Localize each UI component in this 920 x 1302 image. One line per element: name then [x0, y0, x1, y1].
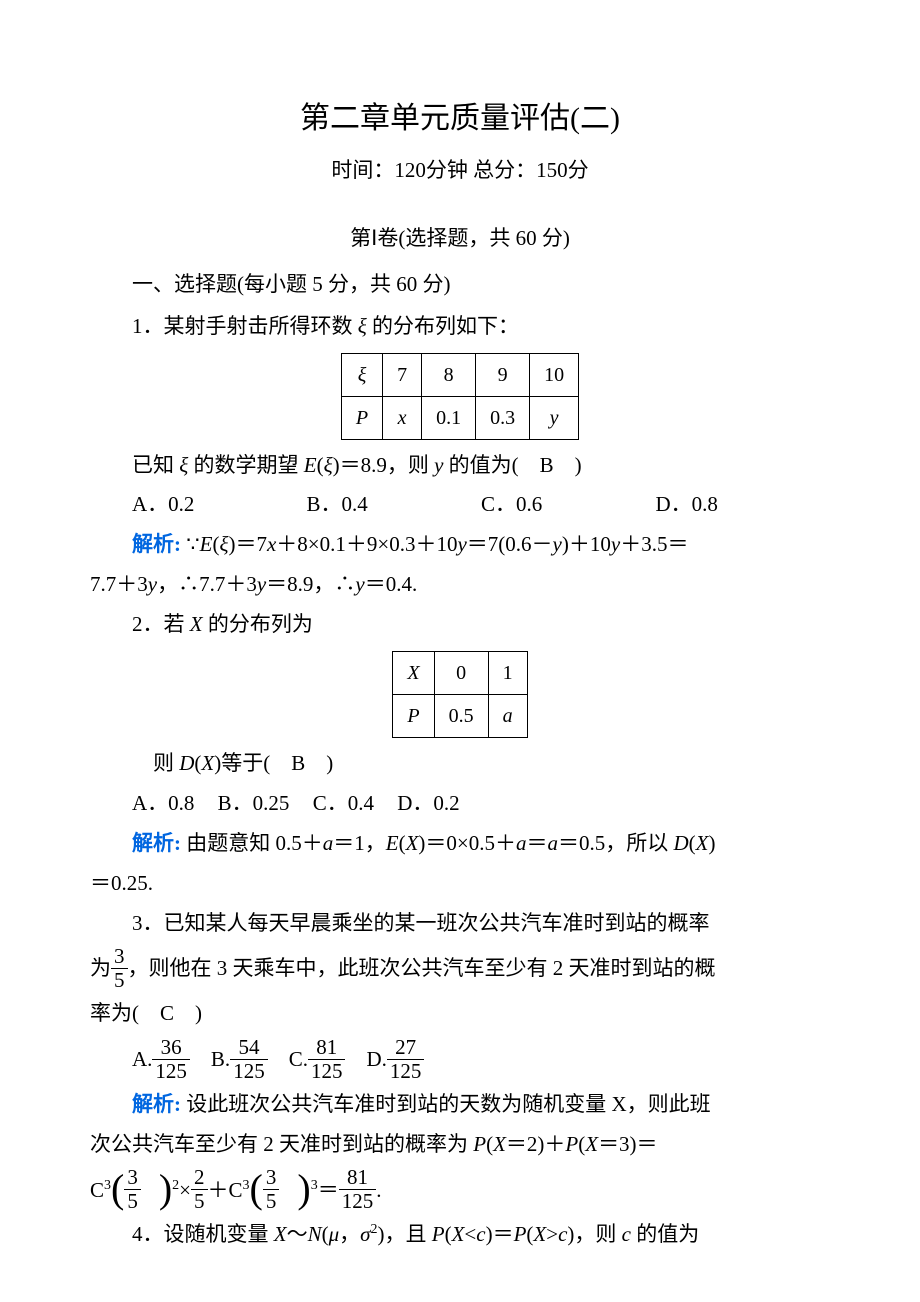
table-row: P 0.5 a — [393, 695, 527, 738]
q2-opt-c: C．0.4 — [313, 784, 374, 824]
q1-opt-c: C．0.6 — [481, 485, 656, 525]
cell: 1 — [488, 652, 527, 695]
cell: 7 — [383, 353, 422, 396]
cell: a — [488, 695, 527, 738]
analysis-label: 解析: — [132, 831, 181, 855]
cell: P — [341, 396, 382, 439]
q1-choices: A．0.2 B．0.4 C．0.6 D．0.8 — [132, 485, 830, 525]
q3-opt-b: B.54125 — [211, 1047, 268, 1071]
q2-choices: A．0.8 B．0.25 C．0.4 D．0.2 — [132, 784, 830, 824]
q2-opt-d: D．0.2 — [397, 784, 459, 824]
q1-stem-text: 1．某射手射击所得环数 ξ 的分布列如下： — [132, 314, 519, 338]
q1-given: 已知 ξ 的数学期望 E(ξ)＝8.9，则 y 的值为( B ) — [90, 446, 830, 486]
cell: P — [393, 695, 434, 738]
q3-analysis-line2: 次公共汽车至少有 2 天准时到站的概率为 P(X＝2)＋P(X＝3)＝ — [90, 1125, 830, 1165]
q4-stem: 4．设随机变量 X～N(μ，σ2)，且 P(X<c)＝P(X>c)，则 c 的值… — [90, 1215, 830, 1255]
q1-opt-d: D．0.8 — [656, 485, 831, 525]
q3-stem-line1: 3．已知某人每天早晨乘坐的某一班次公共汽车准时到站的概率 — [90, 904, 830, 944]
cell: 10 — [530, 353, 579, 396]
page: 第二章单元质量评估(二) 时间：120分钟 总分：150分 第Ⅰ卷(选择题，共 … — [0, 0, 920, 1302]
cell: ξ — [341, 353, 382, 396]
q1-analysis-line2: 7.7＋3y，∴7.7＋3y＝8.9，∴y＝0.4. — [90, 565, 830, 605]
q1-analysis-line1: 解析: ∵E(ξ)＝7x＋8×0.1＋9×0.3＋10y＝7(0.6－y)＋10… — [90, 525, 830, 565]
table-row: P x 0.1 0.3 y — [341, 396, 578, 439]
q2-ask: 则 D(X)等于( B ) — [90, 744, 830, 784]
q3-analysis-line1: 解析: 设此班次公共汽车准时到站的天数为随机变量 X，则此班 — [90, 1085, 830, 1125]
chapter-title: 第二章单元质量评估(二) — [90, 90, 830, 147]
q3-opt-a: A.36125 — [132, 1047, 190, 1071]
cell: 0.3 — [476, 396, 530, 439]
table-row: X 0 1 — [393, 652, 527, 695]
cell: 0 — [434, 652, 488, 695]
cell: 0.5 — [434, 695, 488, 738]
section1-heading: 一、选择题(每小题 5 分，共 60 分) — [90, 265, 830, 305]
q1-opt-b: B．0.4 — [307, 485, 482, 525]
q1-table: ξ 7 8 9 10 P x 0.1 0.3 y — [341, 353, 579, 440]
q2-analysis-line2: ＝0.25. — [90, 864, 830, 904]
analysis-label: 解析: — [132, 532, 181, 556]
q1-stem: 1．某射手射击所得环数 ξ 的分布列如下： — [90, 307, 830, 347]
cell: y — [530, 396, 579, 439]
q3-opt-c: C.81125 — [289, 1047, 346, 1071]
cell: 9 — [476, 353, 530, 396]
q3-suffix: ，则他在 3 天乘车中，此班次公共汽车至少有 2 天准时到站的概 — [128, 956, 716, 980]
table-row: ξ 7 8 9 10 — [341, 353, 578, 396]
part1-label: 第Ⅰ卷(选择题，共 60 分) — [90, 219, 830, 259]
q3-prefix: 为 — [90, 956, 111, 980]
q3-stem-line2: 为35，则他在 3 天乘车中，此班次公共汽车至少有 2 天准时到站的概 — [90, 943, 830, 994]
q3-formula: C3(35)2×25＋C3(35)3＝81125. — [90, 1165, 830, 1216]
cell: x — [383, 396, 422, 439]
q2-analysis-line1: 解析: 由题意知 0.5＋a＝1，E(X)＝0×0.5＋a＝a＝0.5，所以 D… — [90, 824, 830, 864]
exam-meta: 时间：120分钟 总分：150分 — [90, 151, 830, 191]
q2-opt-b: B．0.25 — [218, 784, 290, 824]
q3-stem-line3: 率为( C ) — [90, 994, 830, 1034]
q2-stem: 2．若 X 的分布列为 — [90, 605, 830, 645]
q3-choices: A.36125 B.54125 C.81125 D.27125 — [132, 1034, 830, 1085]
cell: 0.1 — [422, 396, 476, 439]
q3-opt-d: D.27125 — [366, 1047, 424, 1071]
analysis-label: 解析: — [132, 1092, 181, 1116]
cell: X — [393, 652, 434, 695]
q1-opt-a: A．0.2 — [132, 485, 307, 525]
q2-table: X 0 1 P 0.5 a — [392, 651, 527, 738]
cell: 8 — [422, 353, 476, 396]
q2-opt-a: A．0.8 — [132, 784, 194, 824]
fraction: 35 — [111, 945, 128, 992]
